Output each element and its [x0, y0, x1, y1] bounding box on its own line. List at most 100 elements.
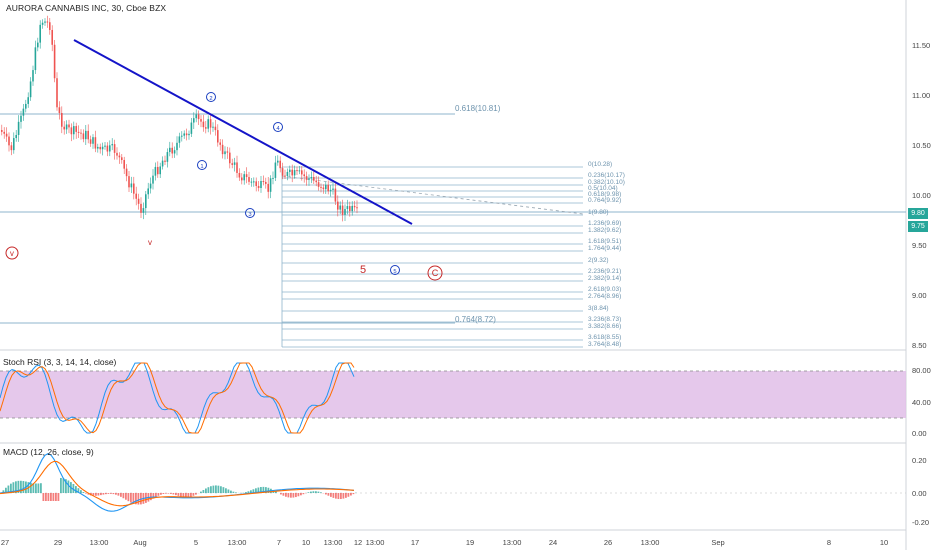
candle-body — [317, 182, 320, 187]
macd-bar — [307, 492, 310, 493]
wave-2-text: 2 — [209, 96, 212, 102]
candle-body — [97, 146, 99, 149]
candle-body — [327, 184, 329, 192]
candle-body — [313, 177, 315, 181]
candle-body — [353, 205, 356, 208]
candle-body — [123, 159, 125, 169]
macd-bar — [80, 490, 82, 493]
candle-body — [70, 127, 73, 135]
candle-body — [274, 162, 277, 178]
candle-body — [39, 24, 41, 43]
candle-body — [315, 180, 317, 183]
macd-bar — [35, 483, 37, 493]
candle-body — [145, 194, 147, 209]
candle-body — [109, 145, 111, 152]
candle-body — [152, 175, 154, 184]
candle-body — [284, 175, 286, 177]
macd-bar — [105, 493, 107, 495]
macd-bar — [87, 493, 90, 495]
fib-top-label: 0.618(10.81) — [455, 104, 501, 113]
price-tick: 9.50 — [912, 241, 927, 250]
macd-bar — [232, 491, 235, 493]
candle-body — [253, 181, 255, 183]
macd-bar — [282, 493, 285, 496]
candle-body — [301, 170, 303, 175]
macd-line — [0, 452, 355, 512]
candle-body — [111, 144, 113, 146]
macd-bar — [215, 485, 217, 493]
candle-body — [272, 177, 274, 179]
macd-bar — [5, 487, 7, 493]
candle-body — [171, 147, 173, 154]
wave-c-circle — [427, 265, 443, 281]
time-tick: 19 — [465, 538, 475, 547]
price-tick: 11.00 — [912, 91, 931, 100]
macd-bar — [227, 489, 230, 493]
macd-bar — [345, 493, 347, 498]
wave-4-text: 4 — [276, 126, 280, 132]
symbol-title: AURORA CANNABIS INC, 30, Cboe BZX — [6, 3, 167, 13]
candle-body — [356, 207, 358, 209]
candle-body — [80, 132, 82, 134]
candle-body — [214, 126, 217, 131]
macd-bar — [135, 493, 137, 505]
macd-bar — [267, 487, 270, 493]
candle-body — [147, 188, 149, 195]
macd-bar — [332, 493, 335, 498]
candle-body — [185, 133, 188, 136]
candle-body — [58, 107, 61, 114]
macd-bar — [317, 491, 320, 493]
macd-bar — [310, 491, 312, 493]
candle-body — [169, 147, 171, 153]
candle-body — [183, 133, 185, 136]
fib-level-label: 0.236(10.17) — [588, 172, 625, 179]
macd-bar — [220, 486, 222, 493]
macd-bar — [152, 493, 155, 499]
candle-body — [173, 150, 176, 154]
macd-bar — [32, 483, 35, 493]
macd-bar — [347, 493, 350, 497]
fib-level-label: 2.618(9.03) — [588, 286, 622, 293]
macd-title: MACD (12, 26, close, 9) — [3, 447, 94, 457]
macd-bar — [60, 477, 62, 493]
candle-body — [10, 145, 13, 151]
time-tick: 13:00 — [89, 538, 109, 547]
macd-bar — [160, 493, 162, 495]
time-tick: 26 — [603, 538, 613, 547]
macd-bar — [10, 483, 12, 493]
macd-bar — [235, 492, 237, 493]
macd-bar — [337, 493, 340, 500]
candle-body — [87, 130, 89, 140]
candle-body — [116, 152, 118, 156]
candle-body — [15, 134, 17, 139]
candle-body — [77, 131, 80, 133]
candle-body — [221, 144, 224, 155]
candle-body — [202, 121, 205, 128]
fib-level-label: 0.5(10.04) — [588, 185, 618, 192]
candle-body — [34, 47, 37, 71]
candle-body — [92, 137, 94, 144]
macd-bar — [67, 480, 70, 493]
candle-body — [94, 137, 97, 149]
time-tick: 17 — [410, 538, 420, 547]
fib-level-label: 3.382(8.66) — [588, 323, 622, 330]
macd-bar — [150, 493, 152, 501]
candle-body — [8, 136, 10, 146]
candle-body — [257, 185, 260, 189]
macd-bar — [47, 493, 50, 501]
candle-body — [188, 133, 190, 136]
macd-bar — [250, 490, 252, 493]
fib-level-label: 1.618(9.51) — [588, 238, 622, 245]
macd-bar — [115, 493, 117, 495]
stoch-rsi-title: Stoch RSI (3, 3, 14, 14, close) — [3, 357, 117, 367]
candle-body — [205, 127, 207, 129]
wave-5-big: 5 — [360, 264, 366, 276]
candle-body — [113, 144, 116, 153]
candle-body — [200, 119, 202, 122]
macd-bar — [95, 493, 97, 496]
macd-bar — [245, 492, 247, 493]
macd-bar — [65, 479, 67, 493]
macd-bar — [117, 493, 120, 496]
candle-body — [241, 177, 243, 181]
